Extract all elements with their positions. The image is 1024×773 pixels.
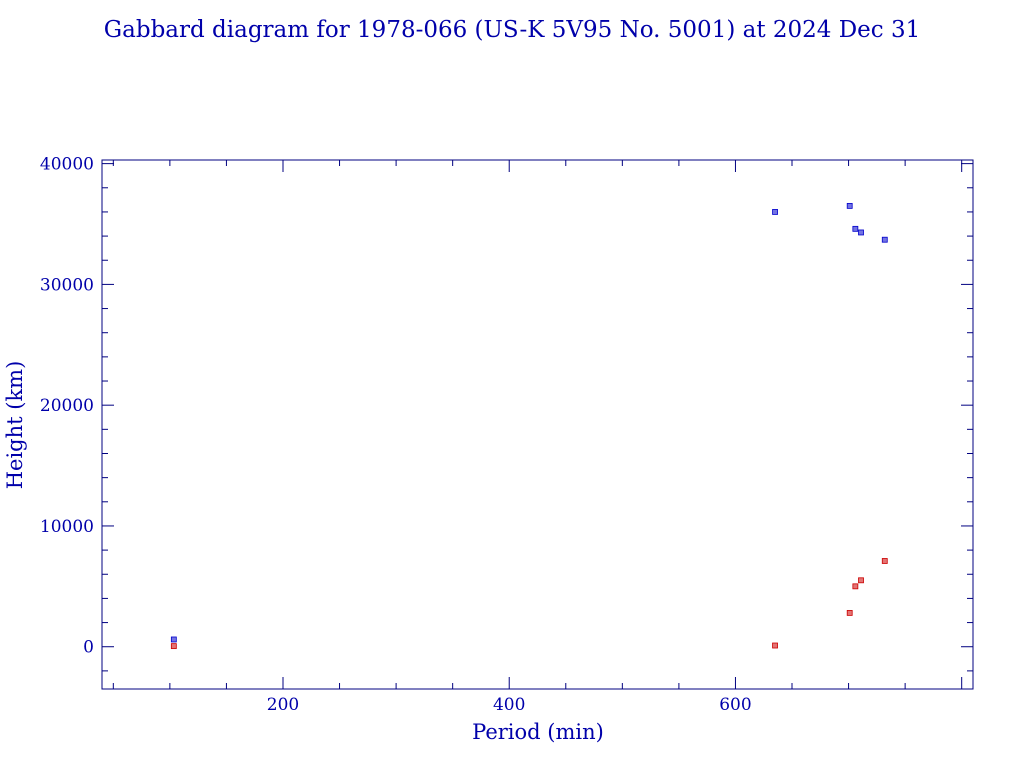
perigee-point [852, 583, 859, 590]
x-tick-label: 200 [267, 695, 299, 715]
y-tick-label: 20000 [40, 396, 94, 416]
perigee-point [170, 643, 177, 650]
y-tick-label: 10000 [40, 517, 94, 537]
x-tick-label: 400 [493, 695, 525, 715]
x-tick-label: 600 [719, 695, 751, 715]
apogee-point [881, 236, 888, 243]
axis-tick-labels: 200 400 600 0 10000 20000 30000 40000 [40, 155, 752, 715]
perigee-point [846, 610, 853, 616]
apogee-point [846, 202, 853, 209]
y-tick-label: 40000 [40, 155, 94, 175]
x-axis-label: Period (min) [472, 720, 604, 744]
y-tick-label: 0 [83, 638, 94, 658]
data-points [170, 202, 888, 650]
perigee-point [858, 577, 864, 584]
perigee-point [772, 642, 778, 649]
apogee-point [852, 225, 859, 232]
perigee-point [881, 558, 888, 564]
y-axis-label: Height (km) [3, 361, 27, 490]
chart-title: Gabbard diagram for 1978-066 (US-K 5V95 … [104, 17, 920, 43]
plot-frame [101, 159, 974, 690]
apogee-point [170, 636, 177, 643]
axis-ticks [102, 160, 973, 689]
apogee-point [858, 229, 864, 236]
y-tick-label: 30000 [40, 275, 94, 295]
apogee-point [772, 209, 778, 215]
